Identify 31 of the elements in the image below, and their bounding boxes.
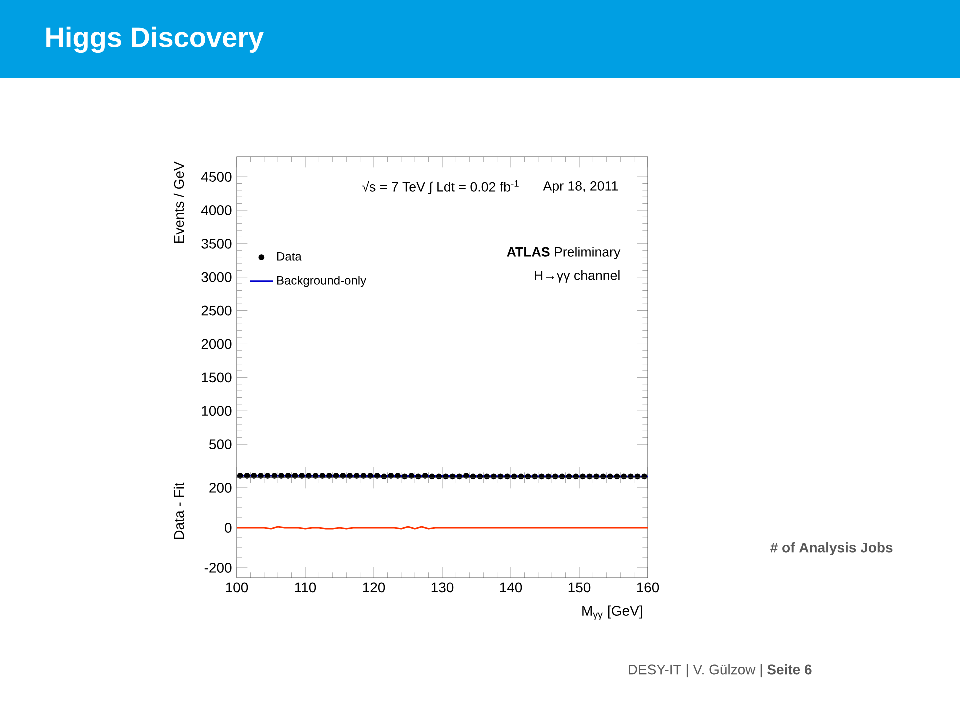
y-tick-label: 2000 (202, 339, 232, 350)
x-tick-label: 140 (500, 582, 522, 593)
x-tick-label: 110 (295, 582, 316, 593)
x-axis-title: M$_{γγ}$ [GeV] (582, 606, 642, 620)
y-tick-label: 4000 (201, 206, 232, 216)
y-axis-title: Events / GeV (174, 162, 184, 244)
x-tick-label: 120 (363, 582, 386, 593)
y-tick-label: 2500 (202, 306, 232, 316)
annotation: ATLAS Preliminary (507, 247, 621, 260)
annotation: √s = 7 TeV ∫ Ldt = 0.02 fb$^{-1}$ (362, 180, 519, 195)
y-tick-label: 1500 (202, 372, 232, 383)
legend-label: Data (278, 252, 302, 261)
y-axis-title: Data - Fit (174, 482, 184, 540)
x-tick-label: 150 (568, 582, 591, 593)
x-tick-label: 100 (226, 582, 248, 593)
annotation: H→γγ channel (535, 270, 620, 283)
y-tick-label: 3500 (202, 238, 232, 249)
x-tick-label: 130 (432, 582, 454, 593)
y-tick-label: 4500 (201, 172, 232, 182)
y-tick-label: 200 (210, 483, 232, 493)
text: DESY-IT | V. Gülzow | Seite 6 (629, 664, 812, 678)
x-tick-label: 160 (637, 582, 660, 593)
annotation: Apr 18, 2011 (543, 181, 618, 194)
y-tick-label: 3000 (202, 272, 232, 282)
chart-title: Higgs Discovery (46, 26, 264, 54)
legend-label: Background-only (278, 276, 367, 288)
y-tick-label: 1000 (202, 406, 232, 416)
y-tick-label: 500 (210, 440, 232, 450)
y-tick-label: 0 (225, 523, 232, 533)
text: # of Analysis Jobs (770, 542, 893, 556)
y-tick-label: -200 (204, 563, 232, 573)
